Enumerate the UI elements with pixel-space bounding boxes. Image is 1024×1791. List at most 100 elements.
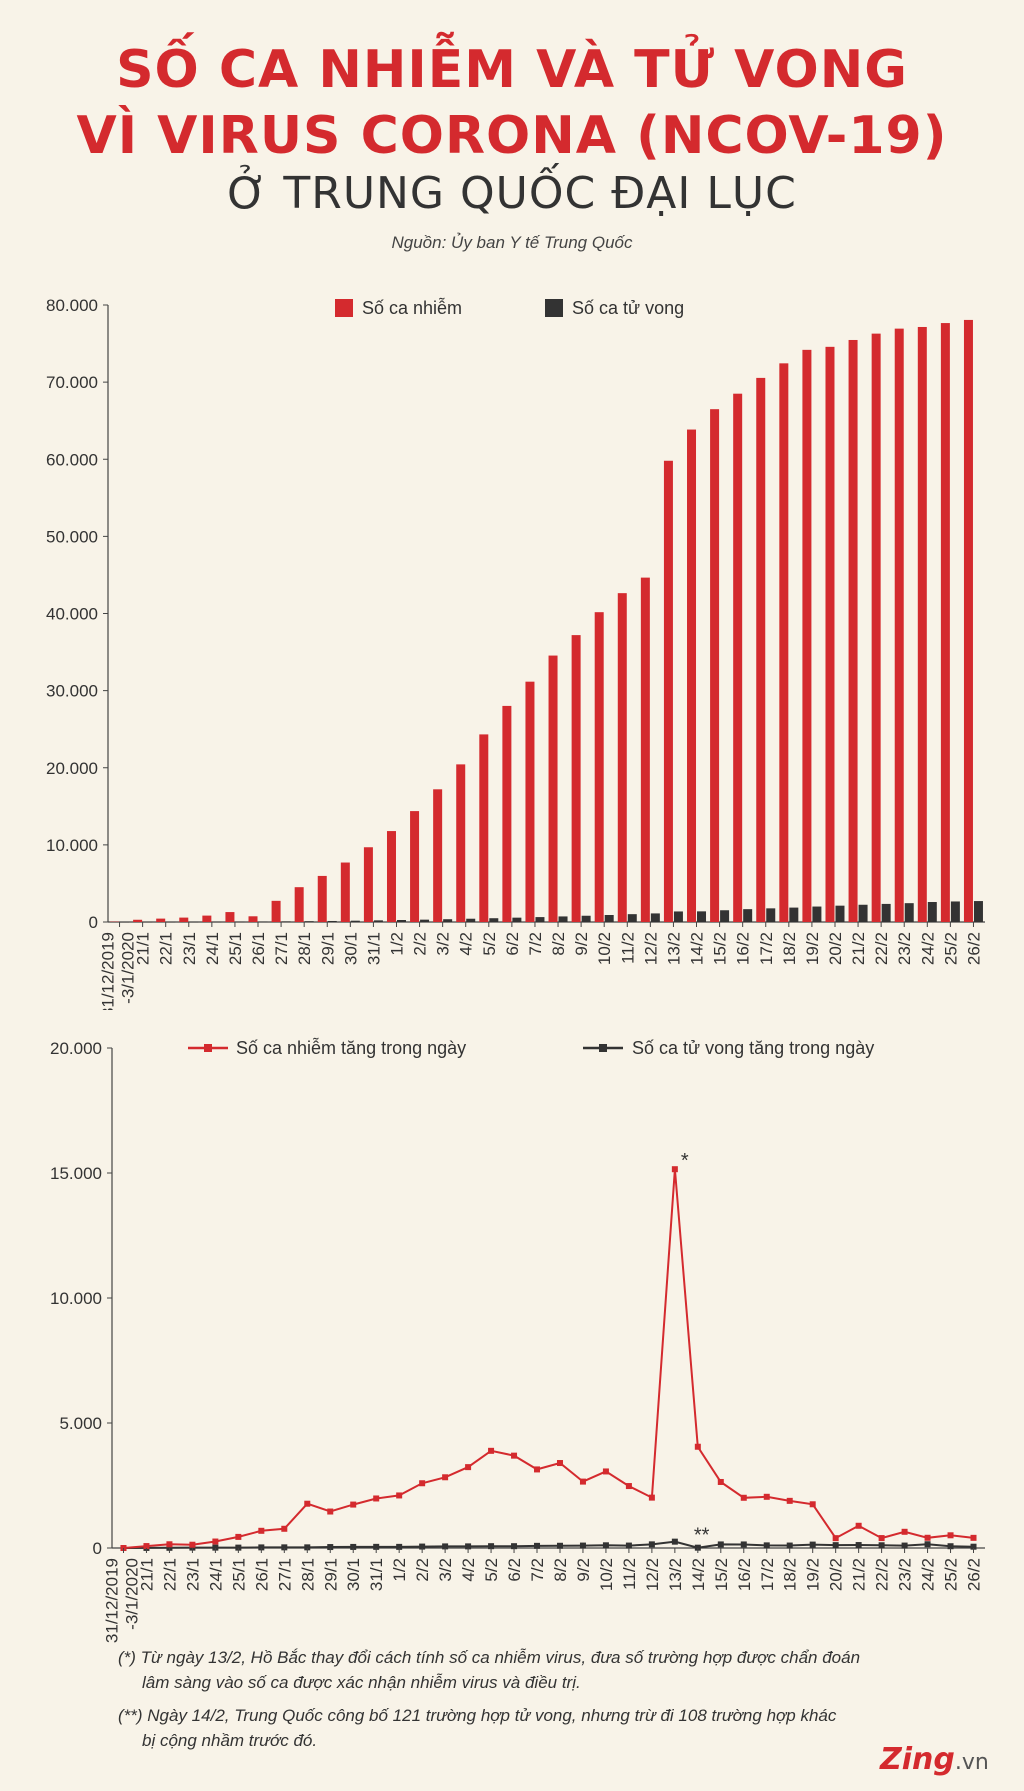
title-line-2: VÌ VIRUS CORONA (NCOV-19) [76,106,948,166]
bar-death [766,908,776,922]
x-tick-label: 5/2 [480,932,499,956]
point-death-daily [488,1543,495,1550]
x-tick-label: 14/2 [689,1558,708,1591]
bar-death [627,914,637,922]
point-death-daily [327,1544,334,1551]
x-tick-label: 20/2 [826,932,845,965]
footnote-1: (*) Từ ngày 13/2, Hồ Bắc thay đổi cách t… [118,1645,948,1695]
point-death-daily [281,1544,288,1551]
x-tick-label: 29/1 [318,932,337,965]
point-infected-daily [281,1525,288,1532]
point-death-daily [671,1538,678,1545]
bar-death [697,911,707,922]
bar-infected [640,577,650,922]
y-tick-label: 20.000 [50,1039,102,1058]
point-infected-daily [694,1443,701,1450]
x-tick-label: 22/1 [160,1558,179,1591]
x-tick-label: 9/2 [574,1558,593,1582]
x-tick-label: 8/2 [551,1558,570,1582]
bar-death [120,922,130,923]
y-tick-label: 70.000 [46,373,98,392]
point-infected-daily [855,1522,862,1529]
point-infected-daily [327,1508,334,1515]
bar-infected [571,635,581,922]
x-tick-label: 10/2 [595,932,614,965]
legend-swatch-infected [335,299,353,317]
bar-infected [802,349,812,922]
logo-brand: Zing [880,1742,955,1777]
bar-infected [456,764,466,922]
point-infected-daily [809,1501,816,1508]
legend-label-death: Số ca tử vong [572,298,684,318]
point-death-daily [740,1541,747,1548]
bar-death [650,913,660,922]
bar-death [281,921,291,922]
bar-death [858,904,868,922]
bar-death [166,921,176,923]
line-infected-daily [123,1169,974,1549]
bar-infected [963,319,973,922]
bar-infected [548,655,558,922]
point-death-daily [419,1543,426,1550]
point-death-daily [970,1543,977,1550]
bar-death [258,921,268,923]
x-tick-label: 11/2 [620,1558,639,1590]
x-tick-label: 14/2 [688,932,707,965]
bar-infected [617,593,627,922]
point-infected-daily [258,1527,265,1534]
bar-infected [871,333,881,922]
point-death-daily [442,1543,449,1550]
bar-death [881,903,891,922]
x-tick-label: 31/1 [367,1558,386,1591]
cumulative-bar-chart: 0 10.000 20.000 30.000 40.000 50.000 60.000 70.… [46,296,985,1010]
x-tick-label: 2/2 [411,932,430,956]
bar-death [212,921,222,923]
point-infected-daily [901,1528,908,1535]
bar-infected [156,918,166,922]
bar-infected [386,831,396,922]
x-tick-label: 13/2 [664,932,683,965]
point-death-daily [579,1542,586,1549]
x-tick-label: 23/2 [895,932,914,965]
zing-logo[interactable]: Zing.vn [880,1742,989,1777]
point-infected-daily [625,1483,632,1490]
line-death-daily [123,1540,974,1549]
x-tick-label: 21/1 [137,1558,156,1591]
x-tick-label: 3/2 [434,932,453,956]
point-infected-daily [740,1494,747,1501]
bar-death [143,921,153,923]
x-tick-label: 7/2 [528,1558,547,1582]
bar-infected [340,862,350,922]
x-tick-label: 21/2 [849,932,868,965]
y-tick-label: 5.000 [59,1414,102,1433]
bar-infected [756,377,766,922]
point-death-daily [212,1544,219,1551]
bar-infected [733,393,743,923]
x-tick-label: 15/2 [711,932,730,965]
point-infected-daily [786,1497,793,1504]
point-death-daily [258,1544,265,1551]
point-death-daily [235,1544,242,1551]
bar-infected [594,612,604,922]
point-death-daily [166,1544,173,1551]
x-tick-label: 4/2 [457,932,476,956]
point-infected-daily [717,1478,724,1485]
bar-death [443,919,453,922]
x-tick-label: 23/1 [180,932,199,965]
point-infected-daily [235,1533,242,1540]
bar-infected [779,363,789,922]
x-tick-label: 30/1 [344,1558,363,1591]
point-death-daily [534,1542,541,1549]
bar-death [927,902,937,922]
x-tick-label: 19/2 [804,1558,823,1591]
bar-infected [317,875,327,922]
x-tick-label: 22/2 [873,1558,892,1591]
bar-death [835,905,845,922]
point-infected-daily [304,1500,311,1507]
point-death-daily [556,1542,563,1549]
x-tick-label: 5/2 [482,1558,501,1582]
point-infected-daily [924,1534,931,1541]
point-infected-daily [212,1538,219,1545]
point-death-daily [809,1541,816,1548]
x-tick-label: 12/2 [641,932,660,965]
